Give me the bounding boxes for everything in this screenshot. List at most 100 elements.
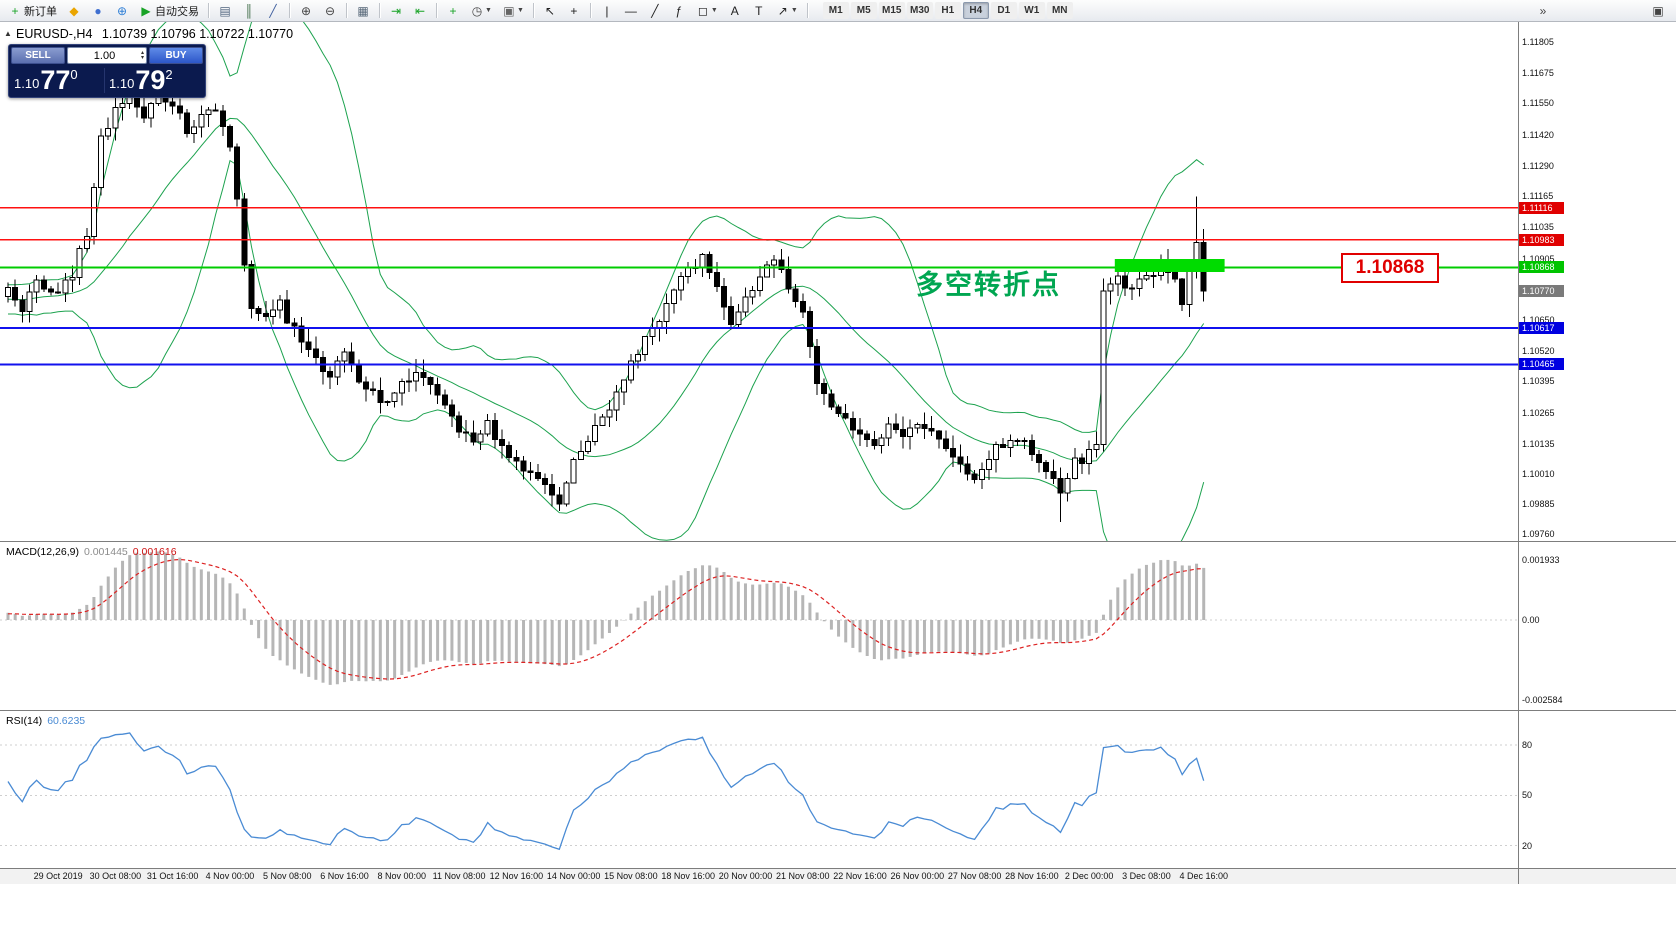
periods-button[interactable]: ◷ ▼ [466,2,496,20]
horizontal-line-icon: — [624,3,637,18]
autotrading-icon: ▶ [141,3,151,18]
market-button[interactable]: ⊕ [111,2,133,20]
line-chart-icon: ╱ [269,3,277,18]
toolbar-separator [289,3,290,18]
buy-price-sup: 2 [165,67,173,82]
chevron-down-icon: ▼ [790,7,798,14]
indicators-button[interactable]: + [442,2,464,20]
buy-price-big: 79 [135,65,166,95]
sell-price[interactable]: 1.10 77 0 [11,66,103,95]
toolbar-separator [208,3,209,18]
templates-button[interactable]: ▣ ▼ [498,2,528,20]
candlestick-chart-button[interactable]: ║ [238,2,260,20]
sell-price-sup: 0 [70,67,78,82]
metaeditor-icon: ◆ [69,3,79,18]
volume-up-icon[interactable]: ▴ [140,49,144,56]
arrows-button[interactable]: ↗ ▼ [772,2,802,20]
toolbar-separator [436,3,437,18]
autotrading-button-label: 自动交易 [155,5,199,18]
sell-button[interactable]: SELL [11,47,65,64]
sell-price-big: 77 [40,65,71,95]
new-order-button-label: 新订单 [24,5,57,18]
community-icon: ● [94,3,102,18]
text-label-icon: T [755,3,763,18]
vertical-line-icon: | [605,3,609,18]
tile-windows-button[interactable]: ▦ [352,2,374,20]
fibonacci-icon: ƒ [675,3,683,18]
timeframe-button-M5[interactable]: M5 [850,2,877,19]
zoom-out-button[interactable]: ⊖ [319,2,341,20]
chart-windows-button[interactable]: ▣ [1647,2,1669,20]
bar-chart-icon: ▤ [219,3,231,18]
toolbar-separator [806,3,808,18]
indicators-icon: + [449,3,457,18]
cursor-button[interactable]: ↖ [539,2,561,20]
annotation-text[interactable]: 多空转折点 [916,270,1061,300]
auto-scroll-icon: ⇥ [390,3,402,18]
toolbar-separator [589,3,591,18]
chart-area[interactable] [0,22,1676,947]
trendline-icon: ╱ [651,3,659,18]
chevron-down-icon: ▼ [485,7,492,14]
timeframe-group: M1 M5 M15 M30 H1 H4 D1 W1 MN [822,2,1074,19]
chart-windows-icon: ▣ [1652,3,1664,18]
buy-price-small: 1.10 [109,76,135,91]
one-click-trading-panel: SELL 1.00 ▴ ▾ BUY 1.10 77 0 1.10 79 2 [8,44,206,98]
timeframe-button-D1[interactable]: D1 [990,2,1017,19]
market-icon: ⊕ [116,3,128,18]
vertical-line-button[interactable]: | [596,2,618,20]
timeframe-button-M1[interactable]: M1 [822,2,849,19]
volume-field[interactable]: 1.00 ▴ ▾ [67,47,147,64]
new-order-icon: + [11,3,19,18]
periods-icon: ◷ [471,3,483,18]
chart-shift-icon: ⇤ [414,3,426,18]
zoom-in-icon: ⊕ [300,3,312,18]
trendline-button[interactable]: ╱ [644,2,666,20]
time-axis-strip [0,869,1676,884]
chevron-down-icon: ▼ [710,7,718,14]
cursor-icon: ↖ [544,3,555,18]
text-label-button[interactable]: T [748,2,770,20]
crosshair-button[interactable]: + [563,2,585,20]
auto-scroll-button[interactable]: ⇥ [385,2,407,20]
timeframe-button-MN[interactable]: MN [1046,2,1073,19]
chart-shift-button[interactable]: ⇤ [409,2,431,20]
toolbar-separator [346,3,347,18]
crosshair-icon: + [570,3,578,18]
shapes-button[interactable]: ◻ ▼ [692,2,722,20]
metaeditor-button[interactable]: ◆ [63,2,85,20]
timeframe-button-W1[interactable]: W1 [1018,2,1045,19]
text-icon: A [730,3,739,18]
toolbar-separator [379,3,380,18]
arrows-icon: ↗ [777,3,788,18]
volume-down-icon[interactable]: ▾ [140,54,144,61]
buy-price[interactable]: 1.10 79 2 [106,66,198,95]
zoom-out-icon: ⊖ [324,3,336,18]
price-divider [104,68,105,93]
toolbar-separator [532,3,534,18]
horizontal-line-button[interactable]: — [620,2,642,20]
shapes-icon: ◻ [697,3,708,18]
bar-chart-button[interactable]: ▤ [214,2,236,20]
buy-button[interactable]: BUY [149,47,203,64]
sell-price-small: 1.10 [14,76,40,91]
new-order-button[interactable]: + 新订单 [4,2,61,20]
fibonacci-button[interactable]: ƒ [668,2,690,20]
volume-stepper[interactable]: ▴ ▾ [140,49,146,61]
zoom-in-button[interactable]: ⊕ [295,2,317,20]
timeframe-button-M30[interactable]: M30 [906,2,933,19]
timeframe-button-H4[interactable]: H4 [962,2,989,19]
volume-value: 1.00 [93,49,116,62]
autotrading-button[interactable]: ▶ 自动交易 [135,2,203,20]
toolbar: + 新订单 ◆ ● ⊕ ▶ 自动交易 ▤ ║ ╱ ⊕ ⊖ ▦ ⇥ ⇤ + ◷ ▼ ▣ ▼ ↖ + | — ╱ ƒ ◻ ▼ A T ↗ ▼ M1 M… [0,0,1676,22]
price-callout-box[interactable]: 1.10868 [1341,253,1439,283]
toolbar-more-icon: » [1539,3,1547,18]
timeframe-button-H1[interactable]: H1 [934,2,961,19]
text-button[interactable]: A [724,2,746,20]
line-chart-button[interactable]: ╱ [262,2,284,20]
one-click-collapse-icon[interactable]: ▲ [4,29,12,38]
community-button[interactable]: ● [87,2,109,20]
candlestick-chart-icon: ║ [244,3,254,18]
timeframe-button-M15[interactable]: M15 [878,2,905,19]
toolbar-more-button[interactable]: » [1532,2,1554,20]
